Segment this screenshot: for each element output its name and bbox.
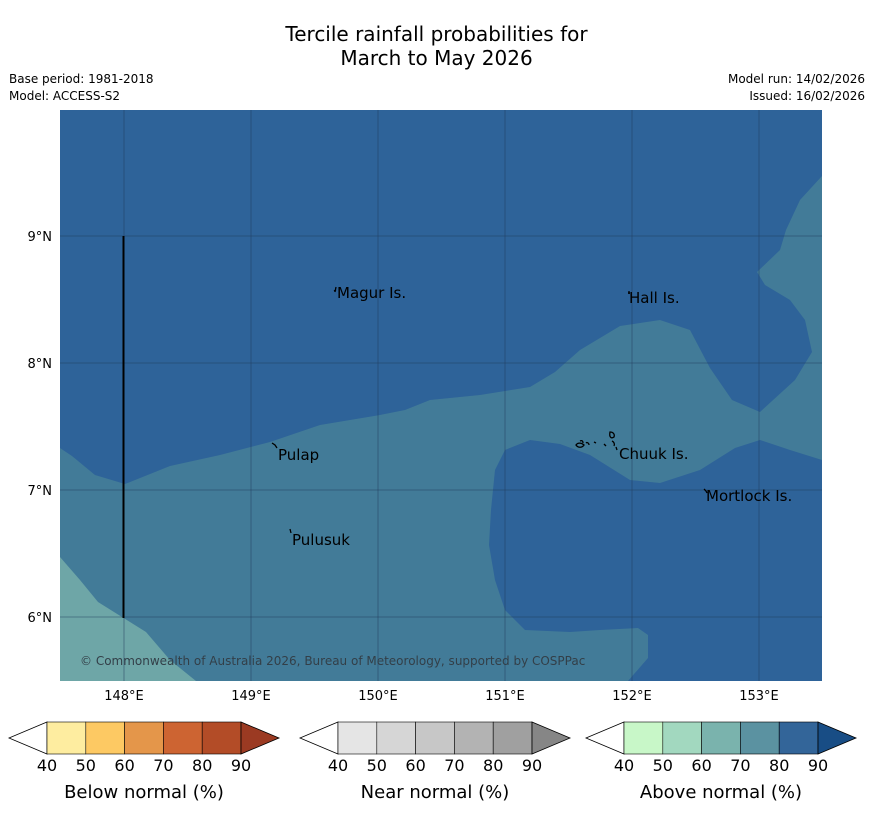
colorbar-tick-label: 90 xyxy=(808,756,828,775)
colorbar-segment xyxy=(662,721,702,755)
colorbar-tick-label: 60 xyxy=(691,756,711,775)
lon-label-149e: 149°E xyxy=(231,689,271,704)
issued-date: Issued: 16/02/2026 xyxy=(749,89,865,103)
title-line-1: Tercile rainfall probabilities for xyxy=(285,22,588,46)
colorbar-tick-label: 50 xyxy=(653,756,673,775)
zone-above-80-southeast xyxy=(489,440,822,681)
colorbar-segment xyxy=(623,721,664,755)
colorbar-segment xyxy=(46,721,87,755)
colorbar-tick-label: 40 xyxy=(328,756,348,775)
colorbar-above-normal: 40 50 60 70 80 90 Above normal (%) xyxy=(584,721,858,803)
place-label-mortlock: Mortlock Is. xyxy=(706,487,792,505)
colorbar-below-normal: 40 50 60 70 80 90 Below normal (%) xyxy=(7,721,281,803)
lon-label-153e: 153°E xyxy=(739,689,779,704)
metadata-left: Base period: 1981-2018 Model: ACCESS-S2 xyxy=(9,71,154,105)
island-hall xyxy=(628,291,630,294)
place-label-magur: Magur Is. xyxy=(337,284,406,302)
island-pulusuk xyxy=(289,528,292,534)
colorbar-title-near: Near normal (%) xyxy=(361,782,510,803)
colorbar-tick-label: 90 xyxy=(231,756,251,775)
place-label-hall: Hall Is. xyxy=(629,289,680,307)
place-label-pulap: Pulap xyxy=(278,446,319,464)
colorbar-segment xyxy=(124,721,164,755)
colorbar-segment xyxy=(778,721,819,755)
colorbar-extend-high xyxy=(240,721,281,755)
colorbar-tick-label: 80 xyxy=(769,756,789,775)
colorbar-segment xyxy=(337,721,378,755)
latitude-axis: 9°N 8°N 7°N 6°N xyxy=(28,230,53,626)
zone-above-80-north xyxy=(60,110,822,484)
colorbar-extend-low xyxy=(7,721,48,755)
lon-label-148e: 148°E xyxy=(104,689,144,704)
lat-label-9n: 9°N xyxy=(28,230,53,245)
colorbar-tick-label: 70 xyxy=(444,756,464,775)
longitude-axis: 148°E 149°E 150°E 151°E 152°E 153°E xyxy=(104,689,779,704)
title-line-2: March to May 2026 xyxy=(340,46,533,70)
colorbar-title-below: Below normal (%) xyxy=(64,782,224,803)
island-magur xyxy=(333,286,337,293)
lat-label-6n: 6°N xyxy=(28,611,53,626)
colorbar-tick-label: 40 xyxy=(37,756,57,775)
colorbar-near-normal: 40 50 60 70 80 90 Near normal (%) xyxy=(298,721,572,803)
colorbar-segment xyxy=(701,721,741,755)
lon-label-152e: 152°E xyxy=(612,689,652,704)
colorbar-segment xyxy=(163,721,203,755)
place-label-chuuk: Chuuk Is. xyxy=(619,445,688,463)
island-pulap xyxy=(271,442,278,449)
island-markers xyxy=(271,286,708,534)
lat-label-8n: 8°N xyxy=(28,357,53,372)
lat-label-7n: 7°N xyxy=(28,484,53,499)
gridlines xyxy=(60,110,822,681)
colorbar-tick-label: 60 xyxy=(114,756,134,775)
map-title: Tercile rainfall probabilities for March… xyxy=(0,22,873,70)
colorbar-tick-label: 90 xyxy=(522,756,542,775)
model-run: Model run: 14/02/2026 xyxy=(727,72,865,86)
colorbar-extend-low xyxy=(298,721,339,755)
colorbar-segment xyxy=(376,721,416,755)
metadata-right: Model run: 14/02/2026 Issued: 16/02/2026 xyxy=(728,71,865,105)
colorbar-segment xyxy=(492,721,533,755)
colorbar-tick-label: 60 xyxy=(405,756,425,775)
island-mortlock xyxy=(703,488,708,494)
colorbar-extend-low xyxy=(584,721,625,755)
colorbar-tick-label: 70 xyxy=(153,756,173,775)
colorbar-segment xyxy=(415,721,455,755)
colorbar-tick-label: 50 xyxy=(367,756,387,775)
map-area: Magur Is. Hall Is. Pulap Chuuk Is. Mortl… xyxy=(60,110,822,681)
colorbar-tick-label: 80 xyxy=(192,756,212,775)
colorbar-tick-label: 80 xyxy=(483,756,503,775)
colorbar-title-above: Above normal (%) xyxy=(640,782,802,803)
base-period: Base period: 1981-2018 xyxy=(9,72,154,86)
lon-label-151e: 151°E xyxy=(485,689,525,704)
zone-above-60-southwest xyxy=(60,557,196,681)
colorbar-segment xyxy=(201,721,242,755)
island-chuuk xyxy=(575,431,618,451)
copyright-notice: © Commonwealth of Australia 2026, Bureau… xyxy=(80,654,585,668)
colorbar-extend-high xyxy=(531,721,572,755)
place-label-pulusuk: Pulusuk xyxy=(292,531,350,549)
colorbar-segment xyxy=(454,721,494,755)
colorbar-segment xyxy=(85,721,125,755)
model-name: Model: ACCESS-S2 xyxy=(9,89,121,103)
lon-label-150e: 150°E xyxy=(358,689,398,704)
colorbar-tick-label: 40 xyxy=(614,756,634,775)
colorbar-extend-high xyxy=(817,721,858,755)
colorbar-tick-label: 70 xyxy=(730,756,750,775)
colorbar-segment xyxy=(740,721,780,755)
colorbar-tick-label: 50 xyxy=(76,756,96,775)
